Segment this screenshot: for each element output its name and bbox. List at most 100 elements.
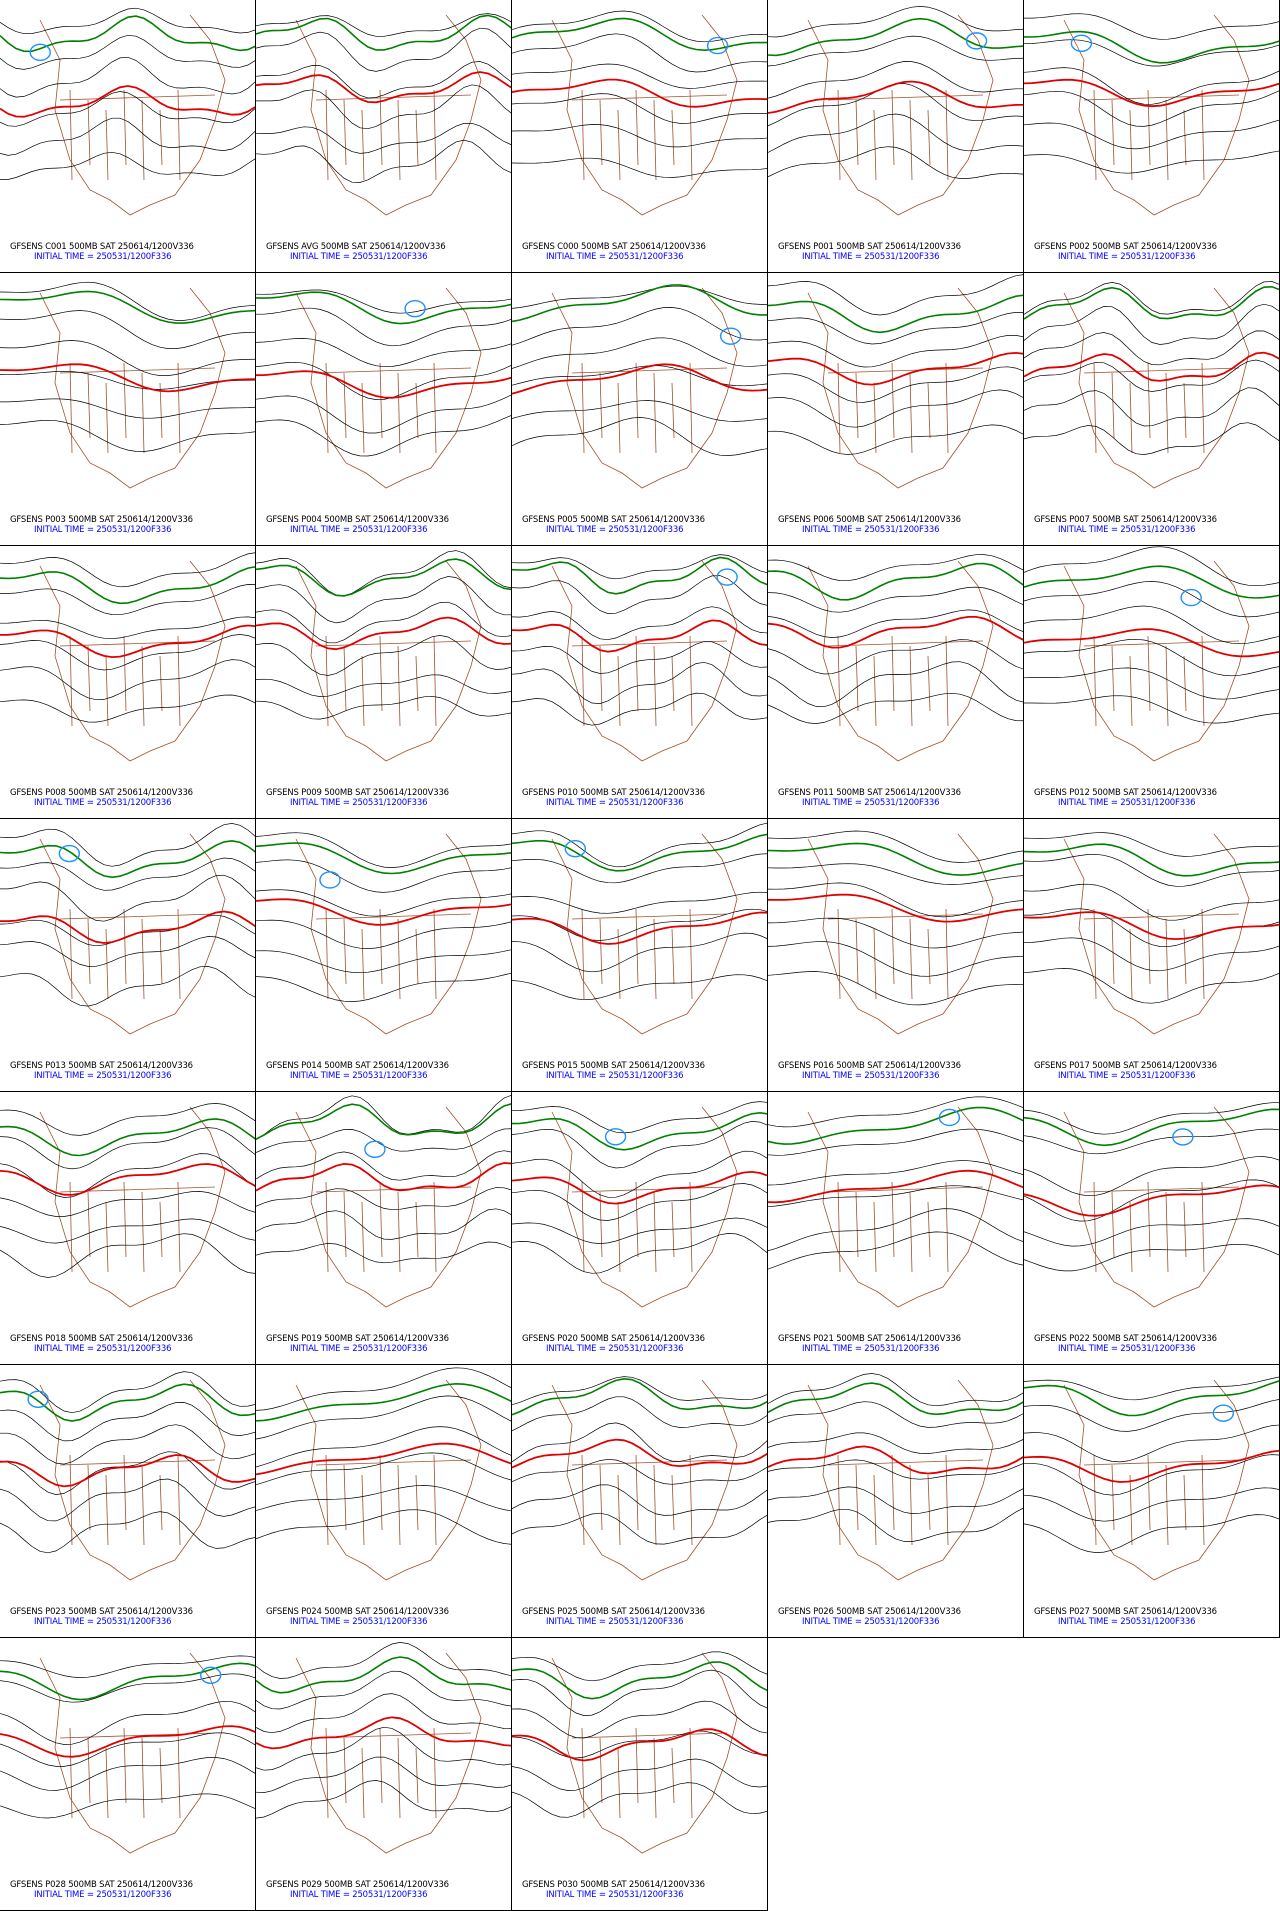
- contour: [256, 1693, 511, 1734]
- border: [69, 908, 73, 1000]
- border: [927, 928, 931, 985]
- contour: [512, 1782, 767, 1818]
- contour: [256, 307, 511, 347]
- contour-576: [0, 1163, 255, 1196]
- border: [315, 1459, 472, 1466]
- contour: [1024, 1514, 1279, 1553]
- contour: [768, 917, 1023, 949]
- map-panel: GFSENS P020 500MB SAT 250614/1200V336 INI…: [512, 1092, 768, 1365]
- panel-label: GFSENS P013 500MB SAT 250614/1200V336: [10, 1061, 193, 1071]
- border: [1201, 635, 1205, 727]
- border: [837, 635, 841, 727]
- border: [69, 635, 73, 727]
- contour: [0, 1103, 255, 1136]
- panel-label: GFSENS P003 500MB SAT 250614/1200V336: [10, 515, 193, 525]
- land-borders: [39, 1106, 226, 1308]
- contour: [1024, 853, 1279, 887]
- map: [512, 284, 767, 489]
- border: [837, 89, 841, 181]
- map-panel: GFSENS P030 500MB SAT 250614/1200V336 INI…: [512, 1638, 768, 1911]
- contour-576: [256, 1162, 511, 1192]
- contour-552: [768, 1106, 1023, 1145]
- border: [105, 1474, 109, 1546]
- border: [123, 89, 127, 166]
- contour: [1024, 13, 1279, 40]
- land-borders: [807, 833, 994, 1035]
- contour: [256, 889, 511, 917]
- border: [599, 645, 603, 712]
- land-borders: [551, 1379, 738, 1581]
- contour: [512, 1150, 767, 1198]
- border: [873, 382, 877, 454]
- border: [599, 1737, 603, 1804]
- border: [581, 362, 585, 454]
- low-center: [404, 299, 426, 318]
- border: [1093, 1181, 1097, 1273]
- border: [927, 655, 931, 712]
- map-panel: GFSENS P007 500MB SAT 250614/1200V336 INI…: [1024, 273, 1280, 546]
- contour: [1024, 1376, 1279, 1401]
- contour: [256, 415, 511, 457]
- border: [1129, 928, 1133, 1000]
- map-panel: GFSENS P011 500MB SAT 250614/1200V336 INI…: [768, 546, 1024, 819]
- contour: [256, 394, 511, 434]
- border: [379, 635, 383, 712]
- initial-time: INITIAL TIME = 250531/1200F336: [290, 1617, 428, 1627]
- border: [1183, 382, 1187, 439]
- border: [397, 99, 401, 181]
- contour: [1024, 1179, 1279, 1222]
- panel-label: GFSENS P018 500MB SAT 250614/1200V336: [10, 1334, 193, 1344]
- contour: [256, 61, 511, 99]
- contour: [0, 1191, 255, 1217]
- land-borders: [1063, 833, 1250, 1035]
- contour: [512, 157, 767, 178]
- contour-576: [1024, 1184, 1279, 1217]
- border: [87, 1464, 91, 1531]
- border: [1111, 1464, 1115, 1531]
- contour: [0, 1757, 255, 1791]
- contour-576: [768, 893, 1023, 923]
- border: [69, 89, 73, 181]
- panel-label: GFSENS P015 500MB SAT 250614/1200V336: [522, 1061, 705, 1071]
- border: [827, 1459, 984, 1466]
- contour: [256, 695, 511, 720]
- border: [141, 372, 145, 454]
- contour-552: [512, 1111, 767, 1151]
- contour: [512, 337, 767, 369]
- initial-time: INITIAL TIME = 250531/1200F336: [34, 1071, 172, 1081]
- border: [177, 908, 181, 1000]
- map-panel: GFSENS AVG 500MB SAT 250614/1200V336 INIT…: [256, 0, 512, 273]
- border: [159, 928, 163, 985]
- border: [59, 913, 216, 920]
- map: [256, 13, 511, 216]
- initial-time: INITIAL TIME = 250531/1200F336: [290, 1344, 428, 1354]
- contour-552: [256, 291, 511, 325]
- border: [1083, 1459, 1240, 1466]
- border: [891, 1181, 895, 1258]
- border: [433, 635, 437, 727]
- contour: [1024, 1102, 1279, 1135]
- border: [325, 1727, 329, 1819]
- coastline: [295, 833, 482, 1035]
- contour: [768, 1208, 1023, 1252]
- border: [361, 1474, 365, 1546]
- land-borders: [39, 833, 226, 1035]
- low-center: [716, 568, 738, 586]
- border: [671, 382, 675, 439]
- border: [581, 1181, 585, 1273]
- contour: [256, 674, 511, 697]
- contour: [768, 424, 1023, 455]
- contour: [512, 1458, 767, 1485]
- border: [909, 372, 913, 454]
- map-panel: GFSENS P016 500MB SAT 250614/1200V336 INI…: [768, 819, 1024, 1092]
- contour: [0, 936, 255, 967]
- border: [617, 1474, 621, 1546]
- low-center: [1180, 588, 1202, 607]
- contour: [0, 1478, 255, 1522]
- border: [571, 94, 728, 101]
- map-panel: GFSENS P002 500MB SAT 250614/1200V336 INI…: [1024, 0, 1280, 273]
- contour: [256, 1780, 511, 1819]
- land-borders: [295, 1379, 482, 1581]
- contour-576: [1024, 351, 1279, 382]
- panel-label: GFSENS P023 500MB SAT 250614/1200V336: [10, 1607, 193, 1617]
